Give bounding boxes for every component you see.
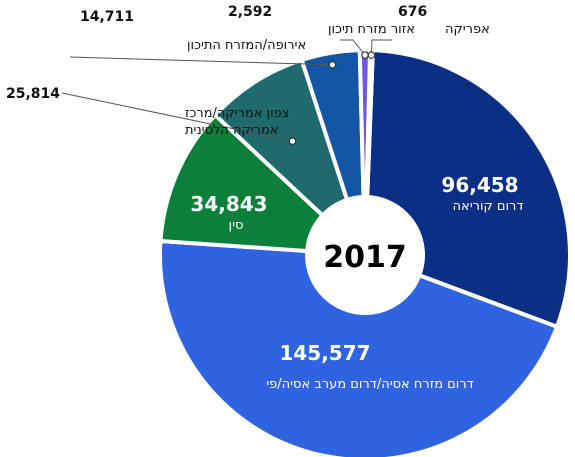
slice-category-label: אזור מזרח תיכון <box>328 22 415 37</box>
slice-category-label: אמריקה הלטינית <box>185 123 279 138</box>
slice-category-label: צפון אמריקה/מרכז <box>185 106 289 121</box>
donut-hole <box>305 195 425 315</box>
slice-category-label: אירופה/המזרח התיכון <box>187 38 306 53</box>
center-label: 2017 <box>323 240 407 275</box>
slice-category-label: סין <box>229 218 244 233</box>
leader-line <box>340 39 366 56</box>
slice-value-label: 14,711 <box>80 9 134 25</box>
pie-slice <box>158 113 367 257</box>
leader-line <box>69 56 333 66</box>
slice-value-label: 2,592 <box>228 4 272 20</box>
pie-slice <box>158 238 560 457</box>
leader-dot <box>328 61 337 69</box>
leader-line <box>61 92 293 142</box>
slice-value-label: 96,458 <box>441 173 518 197</box>
leader-dot <box>288 137 297 145</box>
slice-value-label: 34,843 <box>190 192 267 216</box>
leader-dot <box>367 51 376 59</box>
leader-dot <box>361 51 369 59</box>
slice-value-label: 145,577 <box>279 341 370 365</box>
leader-line <box>370 39 392 56</box>
slice-category-label: דרום מזרח אסיה/דרום מערב אסיה/פי <box>266 377 474 392</box>
slice-value-label: 676 <box>398 4 427 20</box>
pie-slice <box>213 58 367 257</box>
slice-value-label: 25,814 <box>6 86 60 102</box>
slice-category-label: דרום קוריאה <box>453 199 524 214</box>
slice-category-label: אפריקה <box>445 22 490 37</box>
